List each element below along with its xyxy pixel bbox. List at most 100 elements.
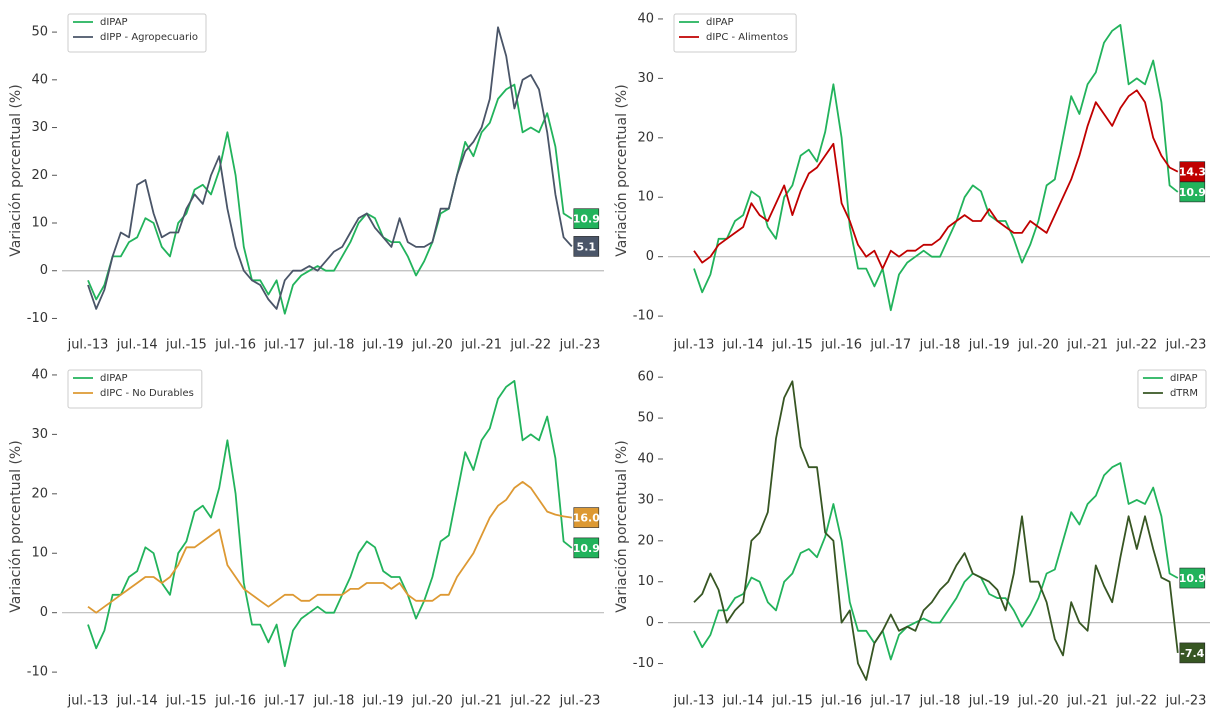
chart-panel: Variación porcentual (%) -10 0 10 20 30 40 jul.…	[614, 11, 1210, 353]
y-tick-label: 10	[31, 546, 48, 561]
y-axis-title: Variación porcentual (%)	[614, 440, 630, 612]
end-label-box	[1179, 161, 1206, 182]
y-axis-title: Variación porcentual (%)	[614, 84, 630, 256]
end-label-box	[573, 537, 600, 559]
y-tick-label: 20	[637, 533, 654, 548]
x-tick-label: jul.-13	[673, 338, 715, 353]
y-tick-label: 10	[31, 216, 48, 231]
y-axis-title: Variación porcentual (%)	[8, 440, 24, 612]
x-tick-label: jul.-17	[263, 694, 305, 709]
x-tick-label: jul.-19	[362, 338, 404, 353]
x-tick-label: jul.-16	[820, 694, 862, 709]
y-tick-label: -10	[633, 656, 654, 671]
series-line	[87, 83, 573, 315]
series-line	[87, 380, 573, 668]
x-tick-label: jul.-23	[1165, 338, 1207, 353]
y-tick-label: 40	[31, 367, 48, 382]
y-tick-label: 30	[31, 427, 48, 442]
y-tick-label: 30	[637, 71, 654, 86]
x-tick-label: jul.-18	[313, 338, 355, 353]
y-tick-label: 20	[31, 168, 48, 183]
x-tick-label: jul.-20	[1017, 338, 1059, 353]
x-tick-label: jul.-17	[869, 694, 911, 709]
y-tick-label: 0	[40, 263, 48, 278]
y-axis-title: Variación porcentual (%)	[8, 84, 24, 256]
legend-box	[67, 13, 207, 53]
x-tick-label: jul.-23	[1165, 694, 1207, 709]
end-label: 5.1	[577, 240, 597, 253]
x-tick-label: jul.-15	[165, 338, 207, 353]
x-tick-label: jul.-22	[1115, 338, 1157, 353]
legend-box	[673, 13, 797, 53]
legend-label: dIPC - No Durables	[100, 388, 194, 399]
legend-box	[1137, 369, 1207, 409]
legend-label: dIPP - Agropecuario	[100, 32, 198, 43]
x-tick-label: jul.-22	[1115, 694, 1157, 709]
y-tick-label: -10	[27, 311, 48, 326]
x-tick-label: jul.-22	[509, 338, 551, 353]
y-tick-label: 30	[637, 492, 654, 507]
chart-panel: Variación porcentual (%) -10 0 10 20 30 40 jul.…	[8, 367, 604, 709]
x-tick-label: jul.-21	[1066, 694, 1108, 709]
series-line	[87, 26, 573, 310]
x-tick-label: jul.-18	[919, 694, 961, 709]
x-tick-label: jul.-17	[263, 338, 305, 353]
legend-label: dIPAP	[100, 373, 128, 384]
y-tick-label: 40	[637, 11, 654, 26]
x-tick-label: jul.-19	[968, 338, 1010, 353]
x-tick-label: jul.-18	[313, 694, 355, 709]
x-tick-label: jul.-21	[460, 694, 502, 709]
x-tick-label: jul.-17	[869, 338, 911, 353]
series-line	[87, 481, 572, 614]
legend-label: dTRM	[1170, 388, 1198, 399]
y-tick-label: 30	[31, 120, 48, 135]
x-tick-label: jul.-20	[1017, 694, 1059, 709]
end-label: 10.9	[1179, 186, 1206, 199]
x-tick-label: jul.-15	[771, 338, 813, 353]
end-label-box	[1179, 567, 1206, 589]
y-tick-label: -10	[27, 665, 48, 680]
x-tick-label: jul.-16	[214, 338, 256, 353]
y-tick-label: -10	[633, 309, 654, 324]
end-label: 16.0	[573, 512, 600, 525]
series-line	[693, 89, 1179, 270]
x-tick-label: jul.-23	[559, 694, 601, 709]
x-tick-label: jul.-19	[362, 694, 404, 709]
end-label: 10.9	[573, 542, 600, 555]
x-tick-label: jul.-14	[116, 338, 158, 353]
x-tick-label: jul.-21	[1066, 338, 1108, 353]
x-tick-label: jul.-15	[771, 694, 813, 709]
y-tick-label: 40	[31, 72, 48, 87]
y-tick-label: 60	[637, 370, 654, 385]
end-label-box	[1179, 642, 1206, 664]
series-line	[693, 462, 1179, 661]
x-tick-label: jul.-13	[67, 338, 109, 353]
end-label: 10.9	[1179, 572, 1206, 585]
x-tick-label: jul.-18	[919, 338, 961, 353]
x-tick-label: jul.-14	[722, 338, 764, 353]
x-tick-label: jul.-16	[820, 338, 862, 353]
y-tick-label: 40	[637, 452, 654, 467]
legend-label: dIPAP	[706, 17, 734, 28]
x-tick-label: jul.-19	[968, 694, 1010, 709]
end-label: 10.9	[573, 213, 600, 226]
legend-label: dIPAP	[1170, 373, 1198, 384]
legend-label: dIPC - Alimentos	[706, 32, 788, 43]
chart-panel: Variación porcentual (%) -10 0 10 20 30 40 50 60…	[614, 369, 1210, 709]
x-tick-label: jul.-15	[165, 694, 207, 709]
x-tick-label: jul.-22	[509, 694, 551, 709]
x-tick-label: jul.-23	[559, 338, 601, 353]
chart-panel: Variación porcentual (%) -10 0 10 20 30 40 50 ju…	[8, 13, 604, 353]
y-tick-label: 20	[31, 486, 48, 501]
y-tick-label: 0	[646, 249, 654, 264]
y-tick-label: 10	[637, 190, 654, 205]
end-label-box	[573, 236, 600, 257]
end-label: -7.4	[1180, 647, 1204, 660]
series-line	[693, 24, 1179, 312]
x-tick-label: jul.-14	[722, 694, 764, 709]
x-tick-label: jul.-16	[214, 694, 256, 709]
x-tick-label: jul.-20	[411, 694, 453, 709]
legend-label: dIPAP	[100, 17, 128, 28]
legend-box	[67, 369, 203, 409]
